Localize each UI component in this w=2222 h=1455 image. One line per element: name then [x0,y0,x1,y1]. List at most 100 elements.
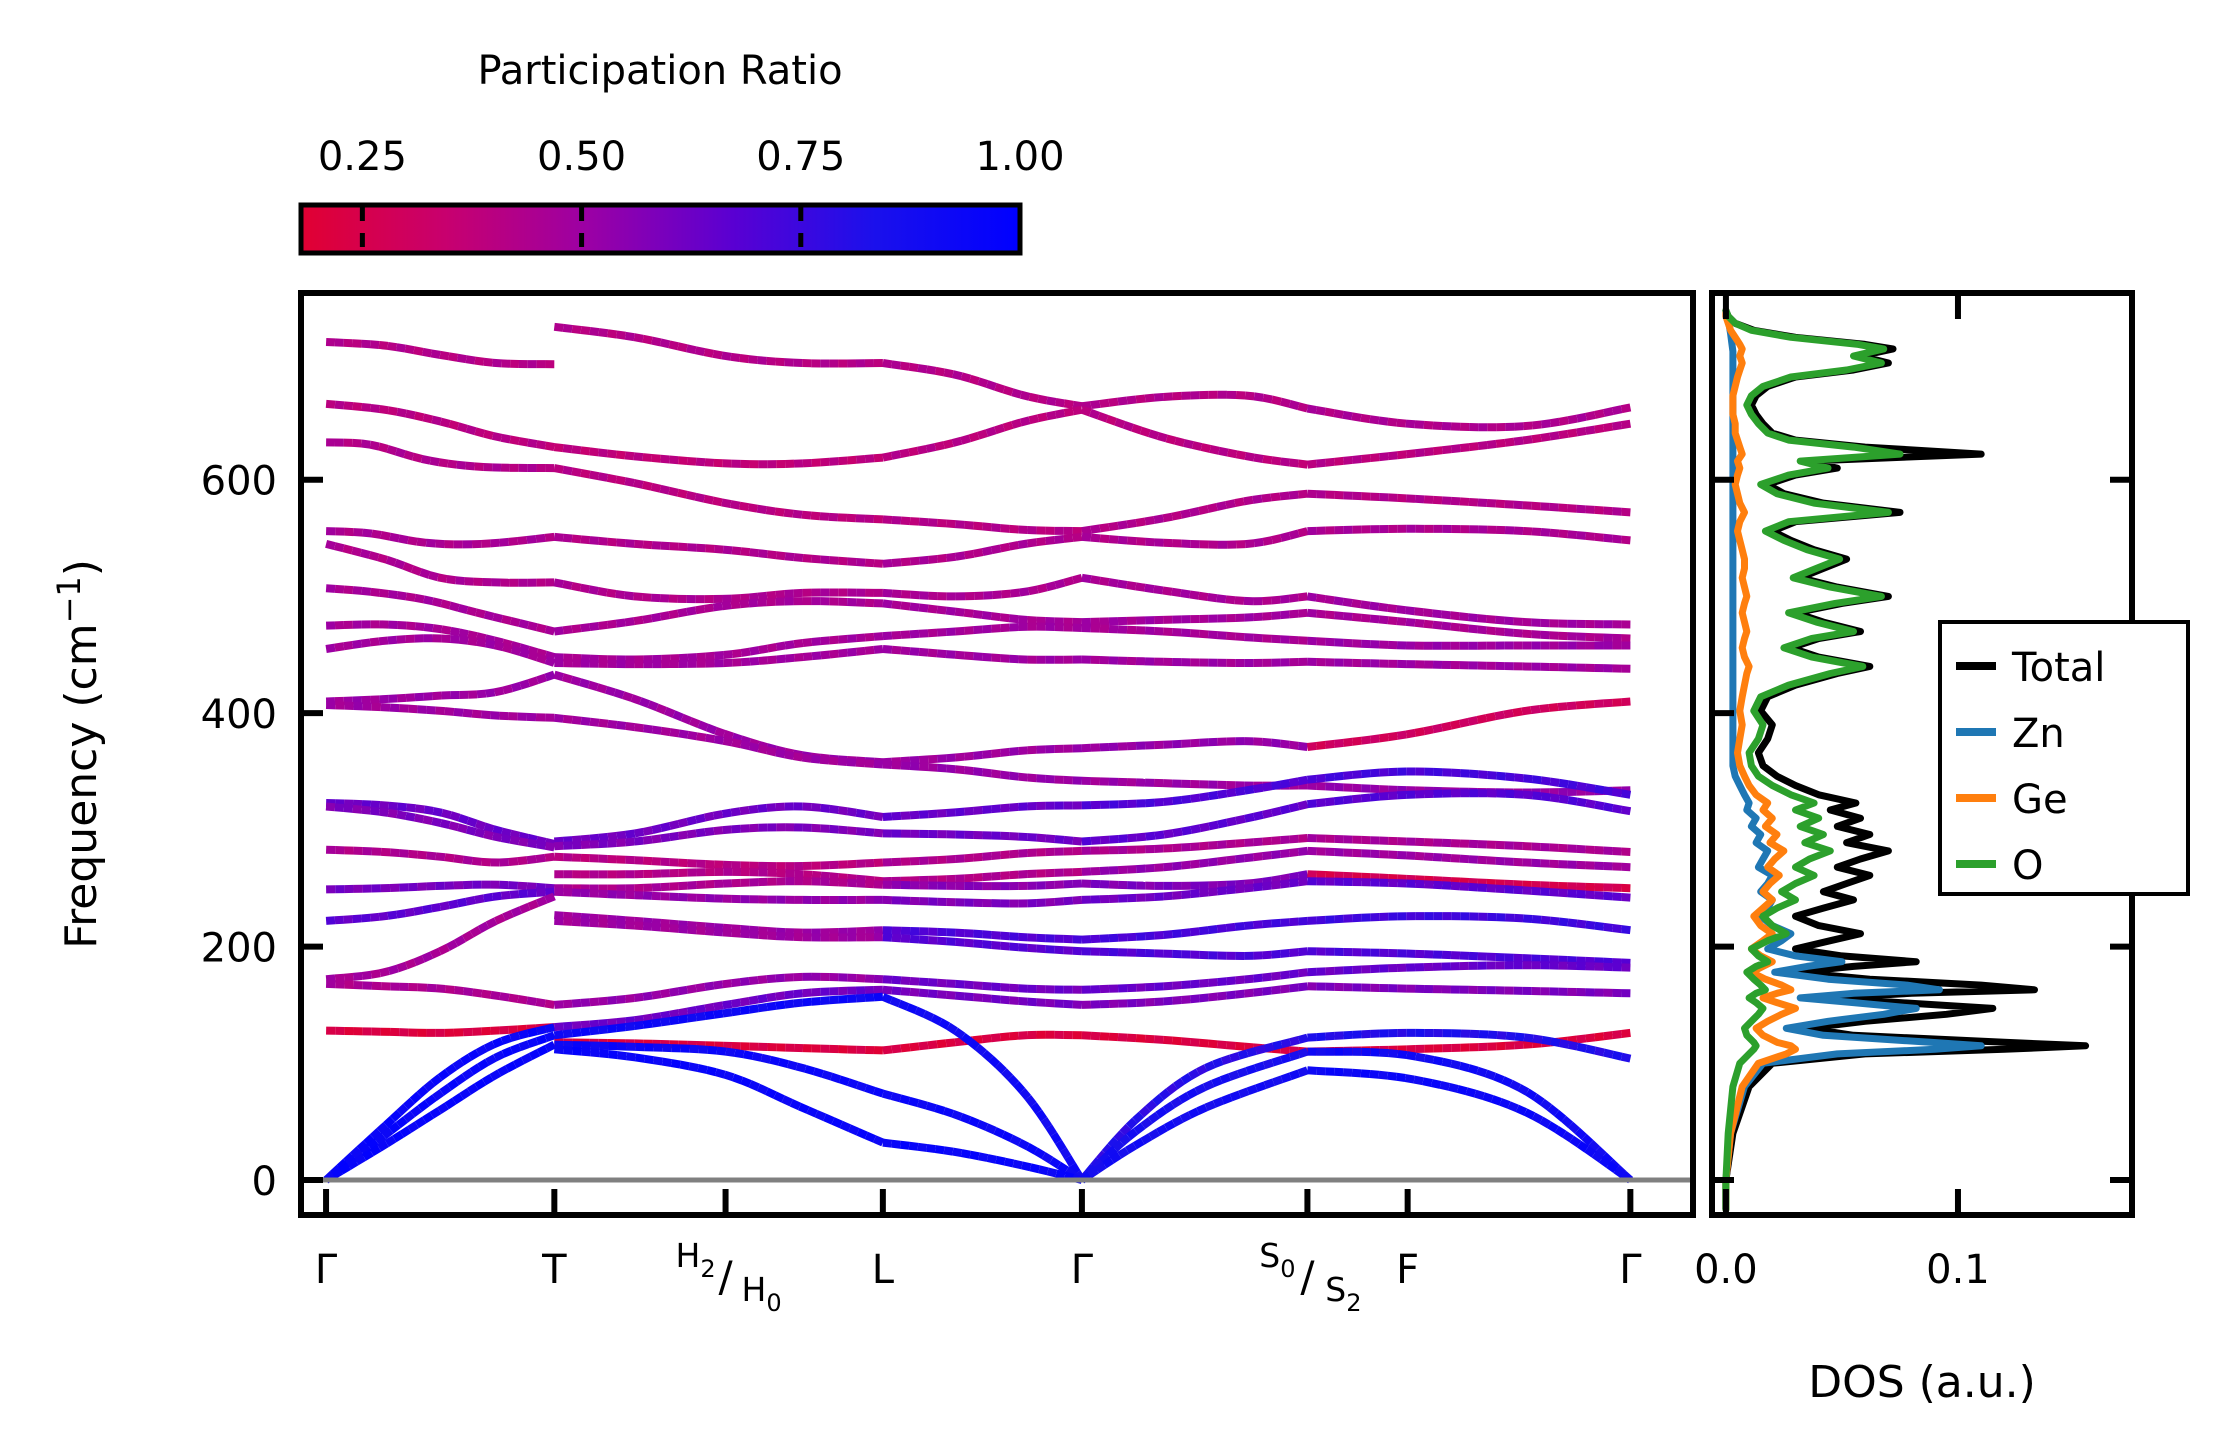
band-segment [1432,446,1443,456]
band-segment [1090,575,1101,585]
band-segment [1315,798,1326,808]
band-segment [651,1018,662,1028]
band-segment [1196,1103,1208,1115]
band-segment [855,557,866,567]
band-segment [891,558,902,567]
band-segment [804,1064,816,1076]
band-segment [1369,453,1380,463]
band-segment [758,644,769,655]
band-segment [461,1068,474,1081]
band-segment [1603,786,1614,796]
band-segment [1253,737,1263,746]
high-symmetry-point-label: Γ [1619,1247,1642,1293]
band-segment [882,1138,893,1148]
band-segment [1040,1117,1053,1129]
band-segment [946,552,957,562]
band-segment [453,854,464,864]
band-segment [1387,791,1398,800]
band-segment [435,706,446,716]
band-segment [917,444,928,455]
band-segment [634,827,645,838]
band-segment [1522,501,1533,510]
band-segment [1477,498,1488,508]
band-segment [659,484,671,495]
band-segment [945,764,956,774]
band-segment [625,721,636,732]
band-segment [766,746,777,757]
band-segment [616,838,626,848]
band-segment [1261,493,1272,503]
band-segment [1423,608,1433,618]
band-segment [571,912,582,921]
band-segment [1307,1033,1317,1042]
band-segment [647,700,659,712]
band-segment [1397,1050,1408,1060]
band-segment [630,694,642,705]
band-y-axis-label: Frequency (cm−1) [50,559,107,949]
band-segment [820,803,831,813]
band-segment [333,542,345,553]
band-segment [990,612,1001,622]
band-segment [1423,1054,1435,1064]
band-segment [1262,536,1273,546]
band-segment [1558,529,1569,539]
band-segment [1271,949,1281,959]
band-segment [1369,1070,1380,1079]
band-segment [1594,845,1604,855]
band-segment [1432,609,1442,619]
band-segment [945,1038,956,1048]
band-segment [638,697,651,708]
band-segment [474,427,486,438]
band-segment [781,1095,794,1107]
band-segment [475,608,486,619]
band-segment [900,516,911,526]
band-segment [991,930,1001,940]
band-segment [1000,931,1010,941]
band-segment [452,1058,465,1071]
band-segment [448,899,459,910]
band-segment [616,1017,627,1027]
band-segment [1585,783,1596,793]
band-segment [465,461,475,471]
band-segment [1423,725,1434,736]
band-segment [678,1014,688,1024]
band-segment [1262,950,1272,960]
band-segment [607,1018,618,1027]
band-segment [1441,881,1452,890]
band-segment [1548,703,1559,712]
band-segment [1288,490,1299,500]
band-segment [1333,796,1344,806]
band-segment [830,1072,842,1084]
band-segment [1620,805,1632,816]
band-segment [458,813,470,825]
band-segment [1396,605,1407,615]
band-segment [535,1025,547,1036]
band-segment [1252,920,1263,930]
band-segment [1288,400,1300,411]
band-segment [900,987,911,996]
band-segment [457,603,469,615]
band-segment [1334,1031,1344,1040]
band-segment [518,643,530,654]
band-segment [1163,996,1173,1006]
band-segment [740,925,750,934]
band-segment [325,540,336,550]
band-segment [1468,497,1479,507]
band-segment [846,807,857,817]
band-segment [959,1113,972,1124]
band-segment [1549,916,1560,926]
band-segment [405,693,416,702]
band-segment [908,1141,919,1151]
band-segment [964,929,974,938]
band-segment [404,344,415,355]
band-segment [1549,777,1560,787]
band-segment [477,921,490,934]
band-segment [1532,1034,1543,1044]
band-segment [369,637,380,647]
band-segment [1271,634,1281,644]
band-segment [1467,716,1479,726]
band-segment [687,653,698,662]
band-segment [655,703,668,715]
band-segment [570,675,582,686]
